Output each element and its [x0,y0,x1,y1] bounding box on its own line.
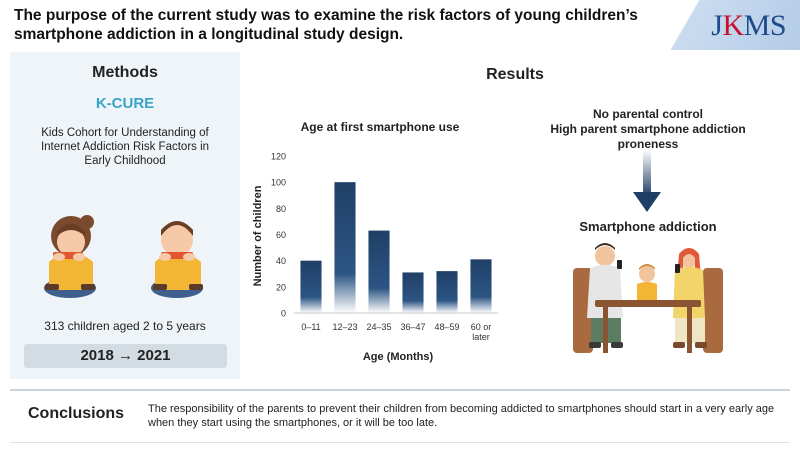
x-tick-label: 60 or later [471,322,492,342]
x-axis-label: Age (Months) [363,351,434,363]
study-years-badge: 2018 → 2021 [24,344,227,368]
conclusions-label: Conclusions [28,405,125,422]
conclusions-text: The responsibility of the parents to pre… [148,403,775,429]
chart-title: Age at first smartphone use [300,120,460,134]
boy-illustration [151,221,203,298]
y-tick-label: 120 [271,152,286,162]
jkms-logo: JKMS [711,9,786,43]
y-tick-label: 0 [281,309,286,319]
logo-letters-ms: MS [743,9,787,42]
y-axis-label: Number of children [252,185,264,286]
x-tick-label: 24–35 [366,322,391,332]
children-using-phones-illustration [44,215,203,298]
age-first-use-bar-chart: 0 20 40 60 80 100 120 0–11 12–23 24–35 36–47 48–59… [252,152,498,363]
section-divider [10,389,790,391]
x-tick-label: 36–47 [400,322,425,332]
bar-2 [334,182,356,313]
study-purpose-title: The purpose of the current study was to … [14,7,638,43]
y-tick-label: 20 [276,282,286,292]
y-tick-label: 40 [276,256,286,266]
bar-4 [402,272,424,313]
logo-background [670,0,800,50]
y-tick-label: 100 [271,178,286,188]
bar-6 [470,259,492,313]
risk-factors: No parental control High parent smartpho… [548,107,748,152]
logo-letter-k: K [722,9,744,42]
cohort-description: Kids Cohort for Understanding of Interne… [40,127,210,167]
risk-factor-no-parental-control: No parental control [592,107,703,121]
y-tick-label: 80 [276,204,286,214]
bar-1 [300,260,322,313]
y-tick-label: 60 [276,230,286,240]
header: The purpose of the current study was to … [0,0,800,50]
participants-count: 313 children aged 2 to 5 years [44,319,206,333]
outcome-label: Smartphone addiction [579,219,717,234]
logo-letter-j: J [711,9,723,42]
risk-factor-parent-addiction: High parent smartphone addiction pronene… [550,122,746,151]
bottom-divider [10,442,790,443]
family-at-table-illustration [573,243,723,353]
results-title: Results [486,66,544,83]
methods-title: Methods [92,64,158,81]
x-tick-label: 48–59 [434,322,459,332]
bar-3 [368,230,390,313]
down-arrow-icon [633,150,661,212]
cohort-name: K-CURE [95,95,155,112]
x-tick-label: 12–23 [332,322,357,332]
girl-illustration [44,215,96,298]
x-tick-label: 0–11 [301,322,320,332]
bar-5 [436,271,458,313]
methods-panel: Methods K-CURE Kids Cohort for Understan… [10,52,240,379]
